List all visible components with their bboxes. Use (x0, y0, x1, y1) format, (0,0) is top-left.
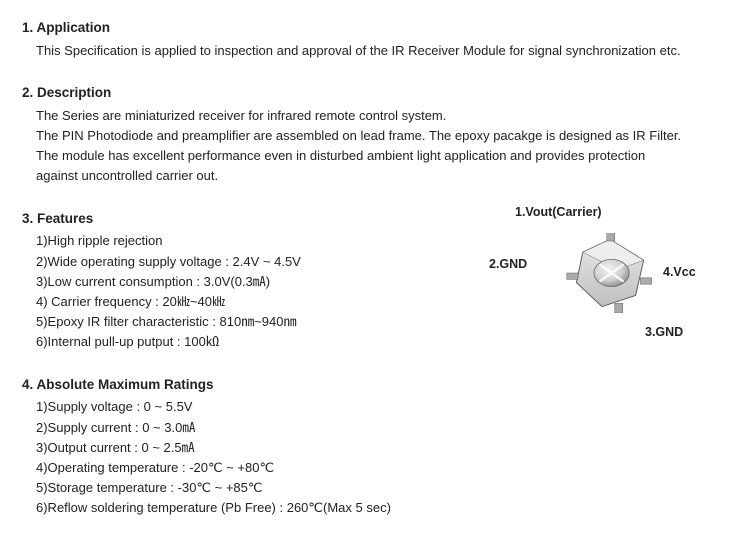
application-body: This Specification is applied to inspect… (22, 41, 715, 61)
component-icon (565, 233, 655, 313)
rating-item-3: 4)Operating temperature : -20℃ ~ +80℃ (22, 458, 715, 478)
features-list: 3. Features 1)High ripple rejection 2)Wi… (22, 209, 485, 353)
section-title-description: 2. Description (22, 83, 715, 104)
rating-item-0: 1)Supply voltage : 0 ~ 5.5V (22, 397, 715, 417)
section-features: 3. Features 1)High ripple rejection 2)Wi… (22, 209, 715, 353)
feature-item-3: 4) Carrier frequency : 20㎑~40㎑ (22, 292, 485, 312)
description-line-1: The PIN Photodiode and preamplifier are … (22, 126, 715, 146)
rating-item-1: 2)Supply current : 0 ~ 3.0㎃ (22, 418, 715, 438)
rating-item-2: 3)Output current : 0 ~ 2.5㎃ (22, 438, 715, 458)
section-application: 1. Application This Specification is app… (22, 18, 715, 61)
feature-item-0: 1)High ripple rejection (22, 231, 485, 251)
pin-label-3: 3.GND (645, 323, 683, 342)
section-title-application: 1. Application (22, 18, 715, 39)
section-title-ratings: 4. Absolute Maximum Ratings (22, 375, 715, 396)
section-ratings: 4. Absolute Maximum Ratings 1)Supply vol… (22, 375, 715, 519)
pin-label-4: 4.Vcc (663, 263, 696, 282)
rating-item-4: 5)Storage temperature : -30℃ ~ +85℃ (22, 478, 715, 498)
description-line-2: The module has excellent performance eve… (22, 146, 715, 166)
section-title-features: 3. Features (22, 209, 485, 230)
pin-label-2: 2.GND (489, 255, 527, 274)
feature-item-2: 3)Low current consumption : 3.0V(0.3㎃) (22, 272, 485, 292)
pinout-diagram: 1.Vout(Carrier) 2.GND 4.Vcc 3.GND (485, 203, 715, 353)
feature-item-1: 2)Wide operating supply voltage : 2.4V ~… (22, 252, 485, 272)
rating-item-5: 6)Reflow soldering temperature (Pb Free)… (22, 498, 715, 518)
description-line-0: The Series are miniaturized receiver for… (22, 106, 715, 126)
feature-item-5: 6)Internal pull-up putput : 100㏀ (22, 332, 485, 352)
description-line-3: against uncontrolled carrier out. (22, 166, 715, 186)
section-description: 2. Description The Series are miniaturiz… (22, 83, 715, 186)
feature-item-4: 5)Epoxy IR filter characteristic : 810㎚~… (22, 312, 485, 332)
pin-label-1: 1.Vout(Carrier) (515, 203, 602, 222)
